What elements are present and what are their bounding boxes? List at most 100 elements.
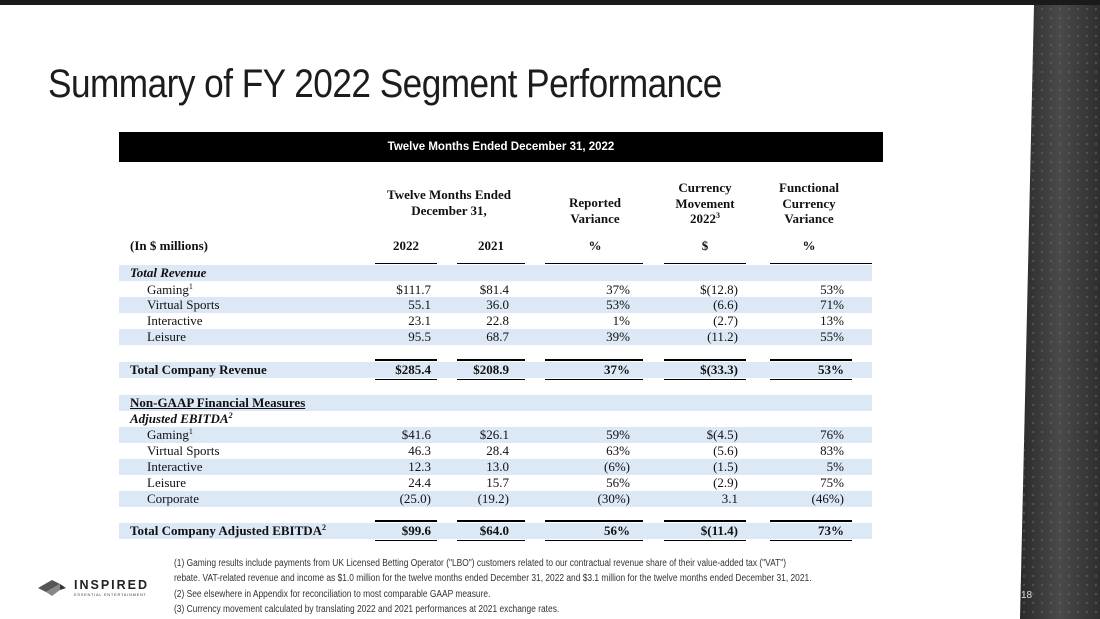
- value-functional: 13%: [820, 313, 844, 328]
- row-label: Virtual Sports: [147, 443, 220, 458]
- value-reported: 59%: [606, 427, 630, 442]
- value-2021: $81.4: [479, 282, 509, 297]
- value-reported: (30%): [597, 491, 631, 506]
- table-row: Leisure 24.4 15.7 56% (2.9) 75%: [119, 475, 872, 491]
- value-functional: 55%: [820, 329, 844, 344]
- subheader-2022: 2022: [393, 238, 419, 253]
- table-banner: Twelve Months Ended December 31, 2022: [119, 132, 883, 162]
- total-rule-bottom: [375, 540, 437, 541]
- value-2022: $285.4: [395, 362, 431, 377]
- total-rule-bottom: [545, 379, 643, 380]
- non-gaap-section-header: Non-GAAP Financial Measures: [119, 395, 872, 411]
- value-reported: 39%: [606, 329, 630, 344]
- value-2021: 36.0: [486, 297, 509, 312]
- value-currency: $(33.3): [700, 362, 738, 377]
- total-rule-bottom: [457, 379, 525, 380]
- subheader-2021: 2021: [478, 238, 504, 253]
- row-label-text: Gaming: [147, 427, 189, 442]
- section-label: Non-GAAP Financial Measures: [130, 395, 306, 410]
- value-2021: $26.1: [479, 427, 509, 442]
- logo-mark-icon: [38, 580, 66, 596]
- header-rule: [457, 263, 525, 264]
- value-functional: 75%: [820, 475, 844, 490]
- footnote-ref: 2: [228, 411, 233, 420]
- row-label-text: Gaming: [147, 282, 189, 297]
- total-rule-top: [770, 359, 852, 361]
- row-label-text: Total Company Adjusted EBITDA: [130, 523, 323, 538]
- value-2022: $111.7: [396, 282, 431, 297]
- value-2021: 15.7: [486, 475, 509, 490]
- value-currency: (2.7): [713, 313, 738, 328]
- total-rule-bottom: [770, 540, 852, 541]
- value-2022: 46.3: [408, 443, 431, 458]
- row-label: Gaming1: [147, 282, 193, 298]
- total-rule-top: [375, 520, 437, 522]
- header-currency-movement-text: Currency Movement 2022: [675, 180, 735, 226]
- table-row: Interactive 12.3 13.0 (6%) (1.5) 5%: [119, 459, 872, 475]
- header-functional-variance: Functional Currency Variance: [779, 180, 839, 226]
- value-functional: 73%: [818, 523, 844, 538]
- revenue-section-header: Total Revenue: [119, 265, 872, 281]
- value-currency: $(12.8): [700, 282, 738, 297]
- subheader-functional: %: [802, 238, 816, 253]
- value-2022: $99.6: [401, 523, 431, 538]
- row-label: Virtual Sports: [147, 297, 220, 312]
- header-rule: [545, 263, 643, 264]
- value-2022: 24.4: [408, 475, 431, 490]
- footnote-1: (1) Gaming results include payments from…: [174, 558, 787, 569]
- row-label: Interactive: [147, 459, 203, 474]
- page-title: Summary of FY 2022 Segment Performance: [48, 62, 722, 106]
- total-rule-bottom: [457, 540, 525, 541]
- table-row: Leisure 95.5 68.7 39% (11.2) 55%: [119, 329, 872, 345]
- subheader-currency: $: [701, 238, 709, 253]
- value-functional: (46%): [811, 491, 845, 506]
- value-2021: $208.9: [473, 362, 509, 377]
- value-2021: 68.7: [486, 329, 509, 344]
- row-label: Leisure: [147, 329, 186, 344]
- total-rule-bottom: [664, 379, 746, 380]
- total-rule-top: [545, 520, 643, 522]
- value-2022: 12.3: [408, 459, 431, 474]
- header-rule: [664, 263, 746, 264]
- value-functional: 53%: [820, 282, 844, 297]
- section-label: Total Revenue: [130, 265, 207, 280]
- footnote-2: (2) See elsewhere in Appendix for reconc…: [174, 588, 491, 600]
- value-functional: 71%: [820, 297, 844, 312]
- value-2021: $64.0: [479, 523, 509, 538]
- row-label: Total Company Revenue: [130, 362, 267, 377]
- subsection-label-text: Adjusted EBITDA: [130, 411, 229, 426]
- header-reported-variance: Reported Variance: [569, 195, 621, 226]
- table-row: Gaming1 $111.7 $81.4 37% $(12.8) 53%: [119, 282, 872, 298]
- table-row: Gaming1 $41.6 $26.1 59% $(4.5) 76%: [119, 427, 872, 443]
- footnote-ref: 1: [188, 427, 193, 436]
- value-2021: 13.0: [486, 459, 509, 474]
- footnotes: (1) Gaming results include payments from…: [174, 556, 933, 617]
- footnote-ref: 1: [188, 282, 193, 291]
- value-currency: $(11.4): [700, 523, 738, 538]
- value-reported: 53%: [606, 297, 630, 312]
- side-decoration: [1020, 5, 1100, 619]
- row-label: Interactive: [147, 313, 203, 328]
- value-reported: 56%: [606, 475, 630, 490]
- table-row: Virtual Sports 46.3 28.4 63% (5.6) 83%: [119, 443, 872, 459]
- value-functional: 83%: [820, 443, 844, 458]
- value-2022: $41.6: [401, 427, 431, 442]
- table-row: Virtual Sports 55.1 36.0 53% (6.6) 71%: [119, 297, 872, 313]
- total-rule-top: [457, 359, 525, 361]
- total-rule-top: [664, 520, 746, 522]
- table-row: Interactive 23.1 22.8 1% (2.7) 13%: [119, 313, 872, 329]
- value-functional: 76%: [820, 427, 844, 442]
- value-currency: (1.5): [713, 459, 738, 474]
- logo-name: INSPIRED: [74, 577, 150, 592]
- total-rule-top: [545, 359, 643, 361]
- company-logo: INSPIRED ESSENTIAL ENTERTAINMENT: [38, 578, 149, 598]
- value-reported: 37%: [604, 362, 630, 377]
- table-row: Corporate (25.0) (19.2) (30%) 3.1 (46%): [119, 491, 872, 507]
- value-currency: (11.2): [707, 329, 738, 344]
- row-label: Total Company Adjusted EBITDA2: [130, 523, 326, 539]
- footnote-1-cont: rebate. VAT-related revenue and income a…: [174, 573, 812, 585]
- value-functional: 5%: [826, 459, 844, 474]
- value-functional: 53%: [818, 362, 844, 377]
- page-number: 18: [1021, 590, 1033, 601]
- value-2021: (19.2): [477, 491, 509, 506]
